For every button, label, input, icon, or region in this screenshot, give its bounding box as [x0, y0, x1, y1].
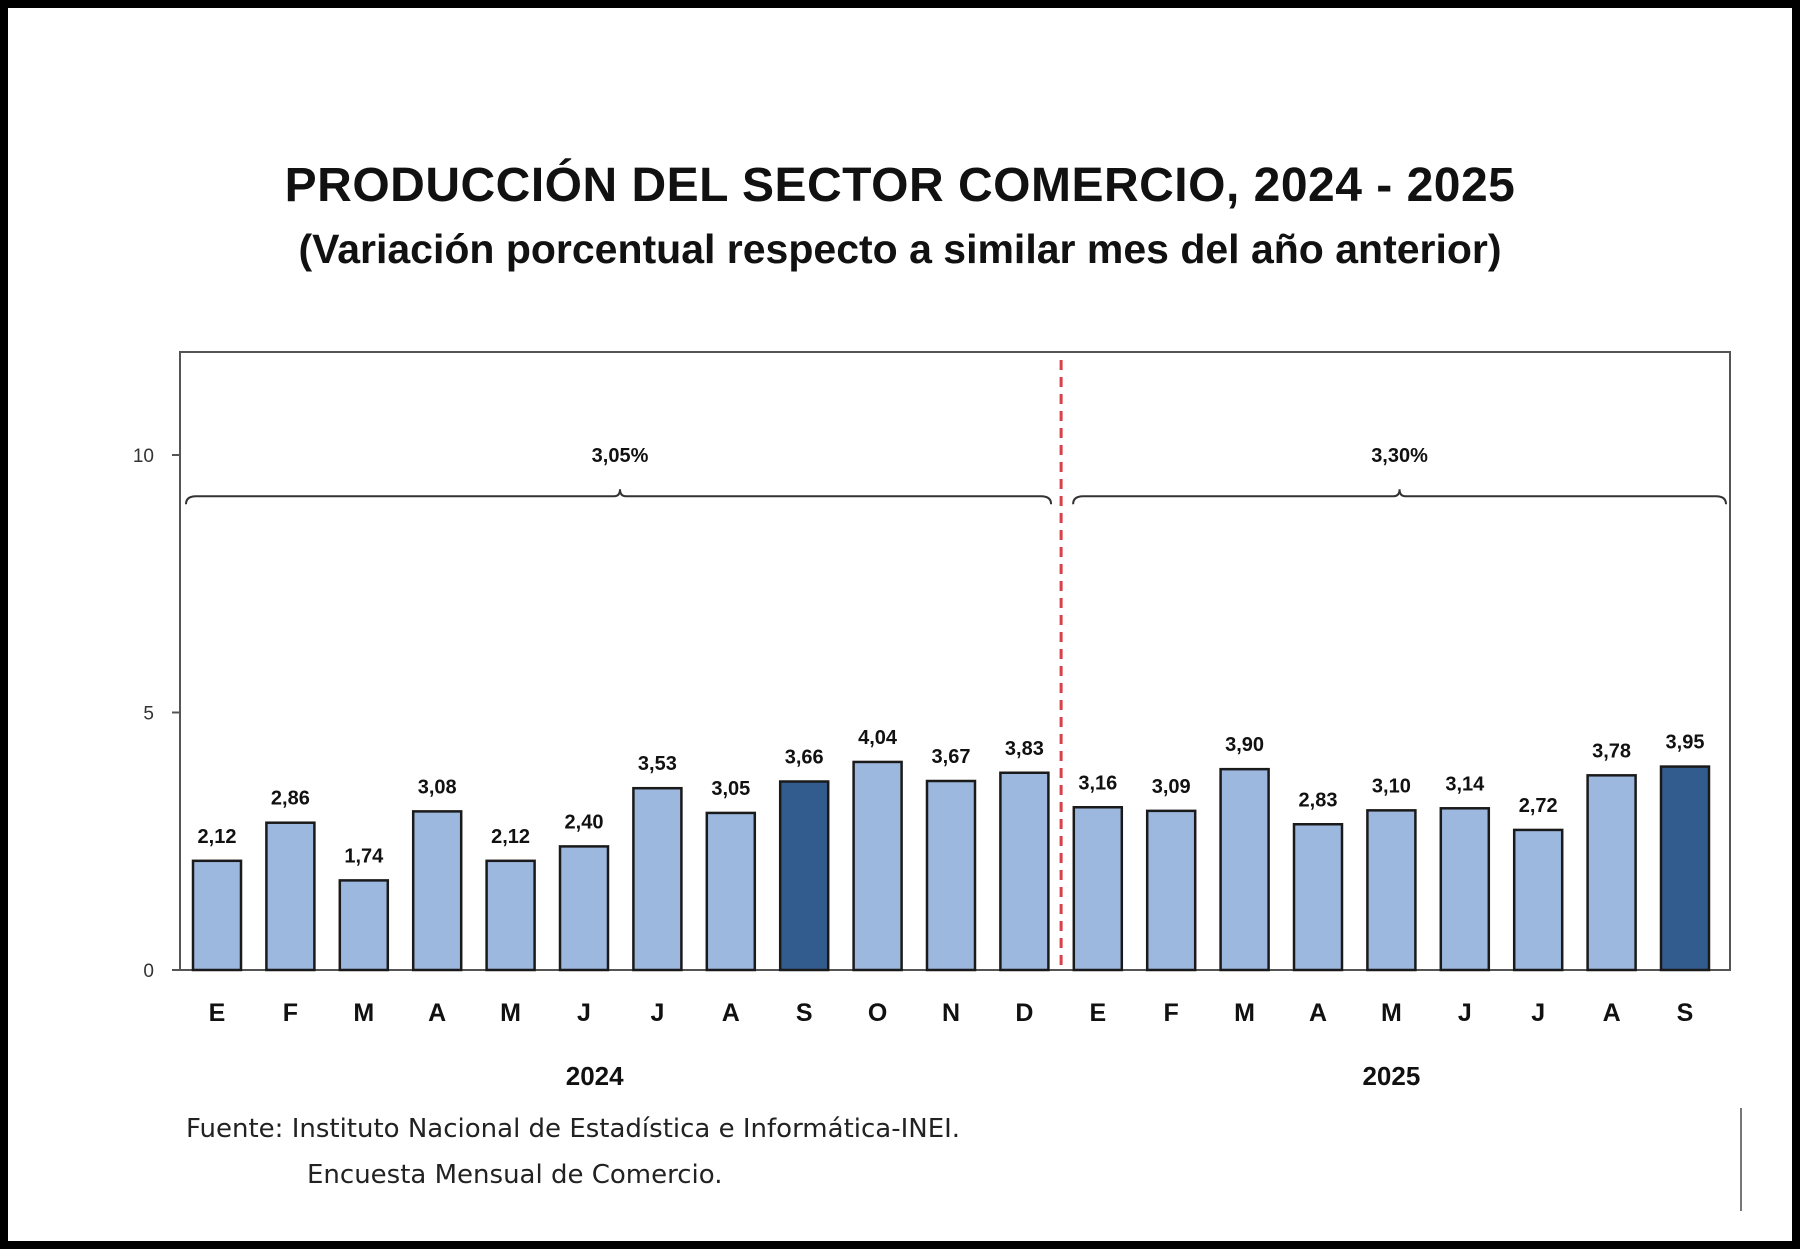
bar [265, 821, 316, 972]
bar-series [191, 760, 1711, 972]
right-rule [1740, 1108, 1742, 1211]
chart-subtitle: (Variación porcentual respecto a similar… [298, 226, 1502, 272]
year-labels: 2024 2025 [566, 1061, 1421, 1091]
group-average-label: 3,30% [1371, 445, 1428, 467]
year-label: 2024 [566, 1061, 624, 1091]
bar [1659, 765, 1711, 972]
bar [1219, 767, 1270, 972]
group-bracket [1072, 489, 1727, 505]
bar [1439, 807, 1491, 972]
bar [558, 845, 610, 972]
bar [1366, 809, 1417, 972]
bar-value-label: 3,90 [1225, 734, 1264, 756]
group-brackets: 3,05% 3,30% [185, 445, 1727, 505]
x-tick-label: D [1015, 999, 1033, 1027]
group-average-label: 3,05% [592, 445, 649, 467]
bar-value-label: 3,83 [1005, 738, 1044, 760]
bar-value-label: 1,74 [344, 845, 384, 867]
bar [632, 786, 683, 972]
bar-value-label: 2,86 [271, 788, 310, 810]
bar-value-label: 3,09 [1152, 776, 1191, 798]
y-tick-label: 5 [143, 704, 154, 725]
x-tick-label: M [1234, 999, 1255, 1027]
bar-value-label: 3,05 [711, 778, 750, 800]
y-axis: 0 5 10 [133, 446, 180, 982]
x-tick-label: M [353, 999, 374, 1027]
bar [1512, 828, 1564, 972]
bar-value-label: 3,10 [1372, 775, 1411, 797]
bar-value-label: 2,40 [565, 811, 604, 833]
bar [338, 879, 390, 972]
year-label: 2025 [1362, 1061, 1420, 1091]
bar [999, 771, 1050, 972]
bar-value-label: 3,78 [1592, 740, 1631, 762]
x-tick-label: J [577, 999, 591, 1027]
y-tick-label: 0 [143, 961, 154, 982]
bar-value-label: 2,12 [491, 826, 530, 848]
bar [925, 779, 977, 972]
x-tick-label: J [1458, 999, 1472, 1027]
x-tick-label: A [1603, 999, 1621, 1027]
group-bracket [185, 489, 1053, 505]
x-tick-label: M [1381, 999, 1402, 1027]
y-tick-label: 10 [133, 446, 154, 467]
bar-value-label: 3,08 [418, 776, 457, 798]
bar-value-label: 3,14 [1445, 773, 1485, 795]
source-line-2: Encuesta Mensual de Comercio. [307, 1160, 723, 1190]
x-tick-label: M [500, 999, 521, 1027]
bar-value-label: 3,67 [932, 746, 971, 768]
bar-value-label: 3,95 [1666, 732, 1705, 754]
bar-value-label: 3,16 [1078, 772, 1117, 794]
bar-value-label: 2,83 [1299, 789, 1338, 811]
bar [1586, 774, 1637, 972]
bar [1145, 809, 1197, 972]
bar-value-label: 2,12 [198, 826, 237, 848]
bar [411, 810, 463, 972]
x-tick-label: J [650, 999, 664, 1027]
chart-title: PRODUCCIÓN DEL SECTOR COMERCIO, 2024 - 2… [284, 159, 1516, 212]
bar [1292, 823, 1344, 972]
x-tick-label: A [1309, 999, 1327, 1027]
value-labels: 2,12 2,86 1,74 3,08 2,12 2,40 3,53 3,05 3,66 4,04… [198, 727, 1705, 867]
x-tick-label: F [1164, 999, 1179, 1027]
bar-value-label: 3,53 [638, 753, 677, 775]
bar [1072, 806, 1124, 972]
x-tick-label: N [942, 999, 960, 1027]
x-tick-label: E [209, 999, 226, 1027]
x-tick-label: J [1531, 999, 1545, 1027]
source-line-1: Fuente: Instituto Nacional de Estadístic… [186, 1114, 961, 1144]
x-tick-label: S [1677, 999, 1694, 1027]
bar-value-label: 2,72 [1519, 795, 1558, 817]
bar [485, 859, 536, 972]
bar [778, 780, 830, 972]
x-tick-label: A [722, 999, 740, 1027]
bar-value-label: 3,66 [785, 747, 824, 769]
x-tick-label: E [1089, 999, 1106, 1027]
x-tick-label: A [428, 999, 446, 1027]
bar [852, 760, 903, 972]
x-tick-label: O [868, 999, 887, 1027]
x-tick-label: S [796, 999, 813, 1027]
bar [191, 859, 243, 972]
bar [705, 811, 757, 972]
bar-value-label: 4,04 [858, 727, 898, 749]
x-tick-label: F [283, 999, 298, 1027]
